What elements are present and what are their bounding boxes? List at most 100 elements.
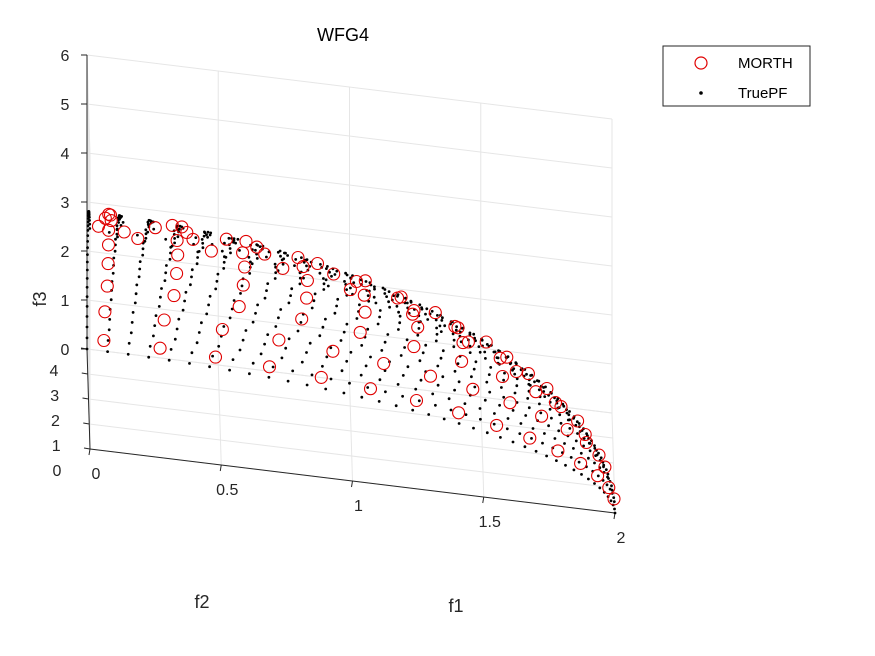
truepf-point — [523, 445, 527, 449]
truepf-point — [324, 317, 327, 321]
truepf-point — [468, 331, 472, 335]
truepf-point — [468, 351, 472, 354]
truepf-point — [543, 395, 547, 398]
truepf-point — [477, 345, 481, 348]
morth-point — [554, 400, 568, 414]
truepf-point — [453, 369, 457, 373]
truepf-point — [574, 439, 578, 443]
morth-point — [204, 244, 218, 258]
truepf-point — [612, 496, 616, 499]
truepf-point — [405, 338, 409, 342]
truepf-point — [206, 230, 210, 234]
y-tick-mark — [83, 422, 90, 425]
y-tick-label: 4 — [50, 363, 59, 380]
truepf-point — [454, 328, 458, 332]
legend-box — [662, 45, 811, 107]
truepf-point — [86, 253, 89, 256]
truepf-point — [565, 411, 569, 415]
truepf-point — [228, 316, 232, 320]
truepf-point — [322, 288, 326, 291]
truepf-point — [345, 322, 349, 326]
truepf-point — [438, 324, 442, 328]
truepf-point — [197, 331, 201, 334]
truepf-point — [606, 475, 609, 479]
truepf-point — [456, 362, 460, 365]
wall-grid-z2 — [86, 201, 613, 267]
truepf-point — [502, 395, 506, 399]
legend: MORTH TruePF — [662, 45, 811, 107]
truepf-point — [582, 444, 585, 448]
truepf-point — [190, 275, 193, 279]
morth-series — [91, 207, 621, 506]
truepf-point — [107, 328, 111, 332]
truepf-point — [397, 310, 400, 314]
truepf-point — [144, 236, 148, 240]
truepf-point — [439, 330, 443, 333]
morth-point — [591, 469, 605, 483]
truepf-point — [228, 247, 232, 250]
truepf-point — [335, 269, 339, 273]
x-tick-label: 0.5 — [216, 482, 238, 499]
truepf-point — [108, 318, 112, 321]
truepf-point — [85, 295, 89, 298]
truepf-point — [183, 299, 187, 303]
truepf-point — [239, 292, 242, 295]
truepf-point — [308, 341, 312, 345]
truepf-point — [537, 379, 541, 383]
truepf-point — [530, 437, 533, 440]
truepf-point — [206, 235, 210, 239]
truepf-point — [396, 383, 400, 386]
truepf-point — [106, 339, 110, 342]
truepf-point — [553, 437, 557, 440]
truepf-point — [299, 321, 303, 324]
truepf-point — [366, 386, 370, 389]
truepf-point — [421, 351, 425, 355]
truepf-point — [397, 328, 400, 331]
y-tick-mark — [81, 372, 88, 375]
x-tick-mark — [351, 480, 353, 488]
truepf-point — [85, 268, 89, 272]
truepf-point — [386, 333, 390, 336]
truepf-point — [86, 214, 90, 218]
truepf-point — [518, 432, 522, 435]
truepf-point — [567, 413, 571, 417]
truepf-point — [387, 300, 390, 304]
truepf-point — [409, 300, 413, 304]
truepf-point — [305, 351, 308, 354]
truepf-point — [85, 277, 89, 280]
z-tick-label: 0 — [61, 342, 70, 359]
truepf-point — [85, 347, 89, 351]
truepf-point — [116, 216, 120, 220]
truepf-point — [146, 220, 150, 224]
wall-grid-z2 — [86, 299, 613, 365]
truepf-point — [569, 456, 573, 459]
truepf-point — [542, 390, 546, 393]
truepf-point — [513, 372, 517, 376]
truepf-point — [472, 367, 476, 371]
truepf-point — [463, 402, 467, 405]
truepf-point — [184, 290, 188, 294]
truepf-point — [130, 321, 134, 324]
truepf-point — [136, 233, 139, 237]
truepf-point — [313, 292, 317, 296]
truepf-point — [594, 454, 597, 457]
truepf-point — [255, 243, 259, 247]
truepf-point — [548, 407, 552, 411]
truepf-point — [321, 364, 324, 368]
truepf-point — [248, 272, 252, 275]
truepf-point — [266, 282, 270, 285]
truepf-point — [426, 318, 430, 321]
x-tick-label: 1.5 — [479, 514, 501, 531]
y-tick-mark — [83, 447, 91, 450]
morth-point — [250, 240, 264, 254]
truepf-point — [345, 288, 348, 291]
wall-grid-z2 — [86, 54, 613, 120]
truepf-point — [147, 355, 151, 359]
truepf-point — [188, 362, 191, 365]
y-tick-mark — [82, 397, 89, 400]
truepf-point — [366, 327, 370, 331]
truepf-point — [326, 265, 329, 268]
z-tick-label: 3 — [61, 195, 70, 212]
